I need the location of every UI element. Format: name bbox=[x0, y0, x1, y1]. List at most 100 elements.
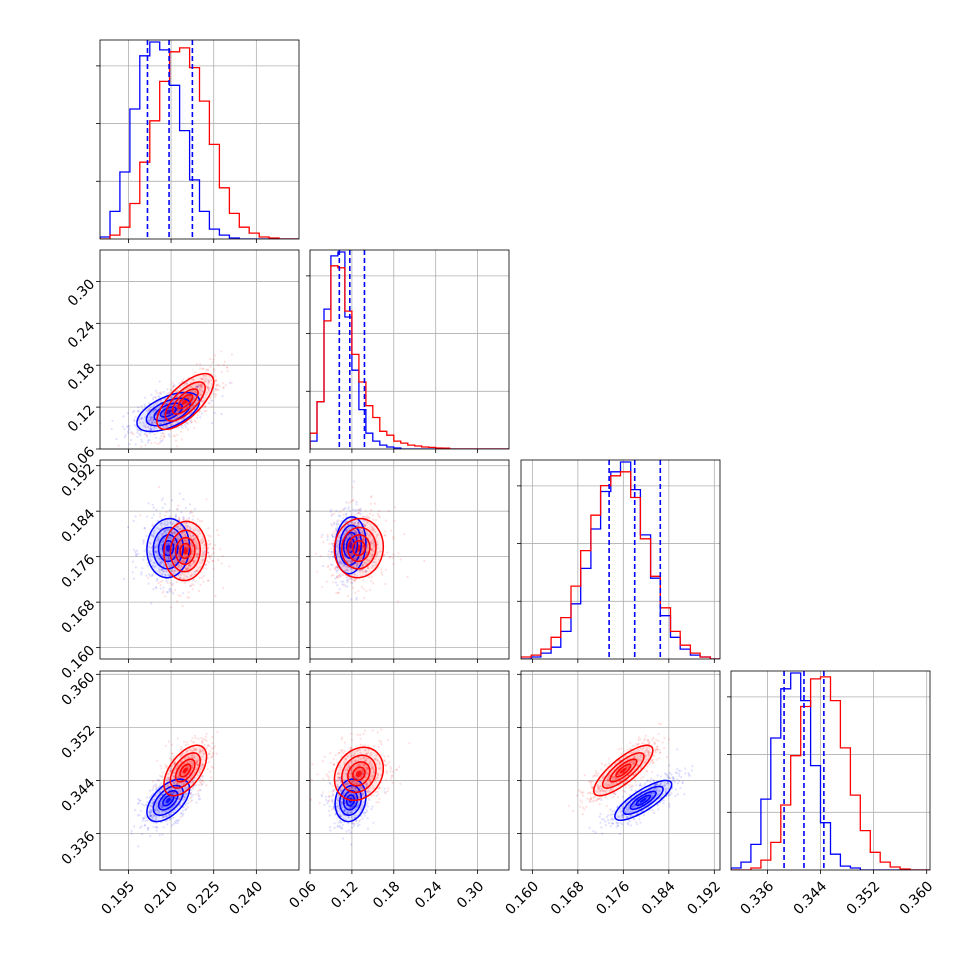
scatter-point bbox=[143, 540, 146, 543]
scatter-point bbox=[361, 563, 364, 567]
scatter-point bbox=[213, 392, 217, 396]
contour-line bbox=[157, 534, 179, 563]
scatter-point bbox=[195, 546, 198, 550]
scatter-point bbox=[195, 386, 198, 389]
scatter-point bbox=[173, 569, 176, 573]
scatter-point bbox=[174, 780, 177, 784]
scatter-point bbox=[165, 814, 168, 817]
scatter-point bbox=[159, 422, 162, 425]
scatter-point bbox=[192, 398, 195, 401]
scatter-point bbox=[192, 562, 195, 565]
scatter-point bbox=[153, 546, 157, 549]
scatter-point bbox=[151, 523, 155, 526]
scatter-point bbox=[365, 810, 368, 813]
scatter-point bbox=[162, 569, 165, 572]
scatter-point bbox=[202, 763, 205, 766]
scatter-point bbox=[343, 809, 346, 812]
scatter-point bbox=[338, 510, 341, 513]
scatter-point bbox=[377, 533, 380, 536]
axis-ticks bbox=[727, 696, 928, 874]
scatter-point bbox=[147, 452, 149, 454]
scatter-point bbox=[198, 576, 201, 579]
scatter-point bbox=[182, 798, 185, 802]
scatter-point bbox=[150, 554, 153, 557]
scatter-point bbox=[179, 748, 183, 752]
scatter-point bbox=[168, 536, 171, 539]
scatter-point bbox=[370, 554, 373, 557]
scatter-point bbox=[374, 558, 377, 561]
scatter-point bbox=[186, 395, 189, 398]
scatter-point bbox=[211, 421, 214, 425]
scatter-point bbox=[155, 829, 158, 832]
scatter-point bbox=[142, 542, 145, 545]
scatter-point bbox=[196, 761, 199, 764]
scatter-point bbox=[195, 385, 198, 388]
scatter-point bbox=[204, 374, 207, 377]
scatter-point bbox=[145, 574, 148, 577]
scatter-point bbox=[343, 583, 346, 586]
scatter-point bbox=[148, 432, 151, 435]
scatter-point bbox=[161, 573, 164, 576]
scatter-point bbox=[147, 552, 150, 555]
scatter-point bbox=[149, 557, 152, 560]
scatter-point bbox=[347, 508, 350, 511]
scatter-point bbox=[202, 554, 205, 557]
scatter-point bbox=[371, 566, 374, 569]
scatter-point bbox=[331, 524, 334, 528]
scatter-point bbox=[150, 428, 153, 431]
contour-line bbox=[156, 372, 215, 431]
scatter-point bbox=[189, 534, 192, 537]
scatter-point bbox=[172, 386, 175, 389]
scatter-point bbox=[376, 551, 379, 554]
scatter-point bbox=[151, 422, 154, 425]
scatter-point bbox=[335, 529, 338, 532]
scatter-point bbox=[209, 358, 212, 361]
scatter-point bbox=[155, 816, 158, 819]
scatter-point bbox=[150, 546, 153, 550]
scatter-point bbox=[189, 585, 192, 588]
scatter-point bbox=[369, 541, 373, 544]
scatter-point bbox=[364, 570, 367, 573]
scatter-point bbox=[184, 544, 187, 547]
scatter-point bbox=[156, 804, 159, 808]
scatter-point bbox=[339, 776, 342, 779]
scatter-point bbox=[158, 557, 161, 560]
scatter-point bbox=[156, 401, 159, 404]
scatter-point bbox=[165, 779, 168, 782]
scatter-point bbox=[196, 761, 199, 765]
scatter-point bbox=[177, 775, 180, 779]
scatter-point bbox=[201, 783, 204, 786]
scatter-point bbox=[201, 537, 204, 540]
scatter-point bbox=[151, 420, 154, 424]
scatter-point bbox=[173, 763, 176, 766]
scatter-point bbox=[350, 822, 354, 825]
scatter-point bbox=[175, 782, 178, 785]
scatter-point bbox=[161, 788, 164, 791]
scatter-point bbox=[331, 542, 334, 546]
scatter-point bbox=[133, 418, 136, 421]
scatter-point bbox=[348, 549, 351, 552]
scatter-point bbox=[203, 551, 206, 554]
scatter-point bbox=[211, 736, 214, 739]
scatter-point bbox=[182, 517, 185, 520]
scatter-point bbox=[167, 562, 170, 565]
scatter-point bbox=[161, 540, 164, 543]
scatter-point bbox=[205, 410, 208, 413]
scatter-point bbox=[336, 552, 339, 556]
scatter-point bbox=[199, 389, 202, 392]
scatter-point bbox=[328, 805, 331, 808]
scatter-point bbox=[208, 557, 212, 560]
scatter-point bbox=[151, 788, 154, 792]
scatter-point bbox=[357, 511, 360, 514]
grid-lines bbox=[521, 460, 720, 659]
scatter-point bbox=[192, 397, 195, 400]
scatter-point bbox=[195, 762, 198, 765]
scatter-point bbox=[363, 561, 366, 564]
scatter-point bbox=[354, 530, 357, 533]
scatter-point bbox=[150, 426, 153, 429]
scatter-point bbox=[185, 568, 188, 571]
scatter-point bbox=[193, 419, 196, 422]
scatter-point bbox=[338, 824, 341, 828]
scatter-point bbox=[191, 746, 194, 749]
scatter-point bbox=[172, 755, 175, 758]
